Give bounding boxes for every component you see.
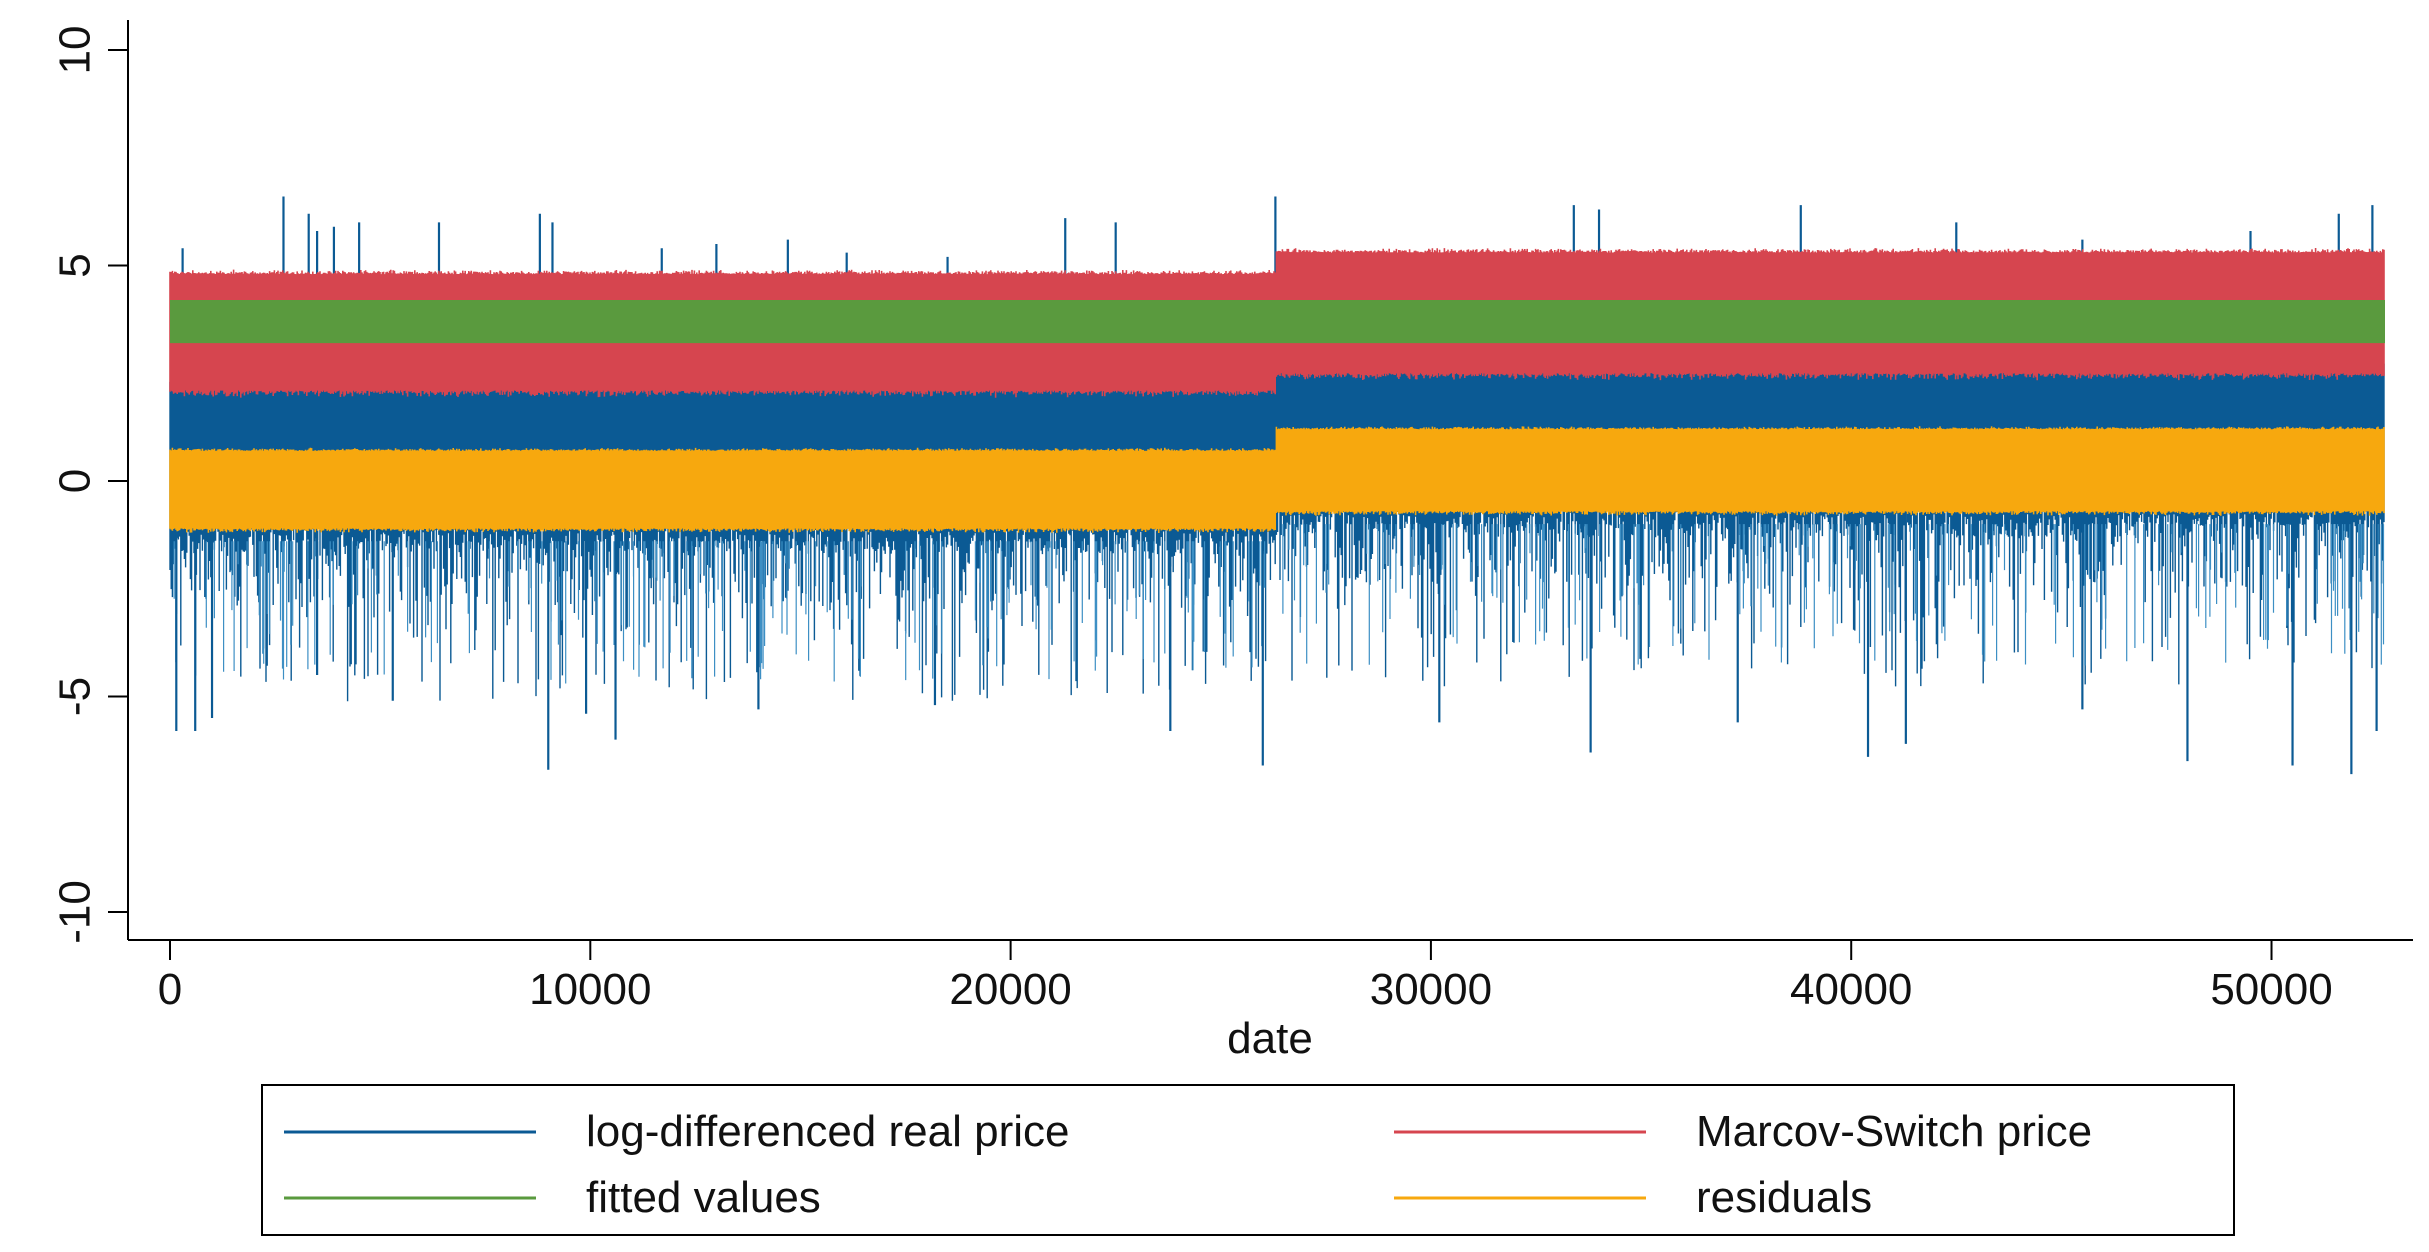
x-tick-label-2: 20000 xyxy=(949,965,1071,1014)
legend: log-differenced real price Marcov-Switch … xyxy=(261,1084,2235,1236)
legend-box xyxy=(261,1084,2235,1236)
x-tick-label-4: 40000 xyxy=(1790,965,1912,1014)
x-tick-label-5: 50000 xyxy=(2210,965,2332,1014)
series-residuals xyxy=(169,426,2385,533)
x-tick-label-3: 30000 xyxy=(1370,965,1492,1014)
y-tick-label-2: 0 xyxy=(51,469,100,493)
axes: -10 -5 0 5 10 0 10000 20000 30000 40000 50000 date xyxy=(51,20,2413,1063)
x-tick-label-1: 10000 xyxy=(529,965,651,1014)
x-axis-title: date xyxy=(1227,1014,1313,1063)
legend-label-2: fitted values xyxy=(586,1173,821,1222)
legend-label-0: log-differenced real price xyxy=(586,1107,1069,1156)
legend-label-3: residuals xyxy=(1696,1173,1872,1222)
y-tick-label-0: -10 xyxy=(51,880,100,944)
legend-label-1: Marcov-Switch price xyxy=(1696,1107,2092,1156)
y-tick-label-4: 10 xyxy=(51,26,100,75)
y-tick-label-1: -5 xyxy=(51,677,100,716)
x-tick-label-0: 0 xyxy=(158,965,182,1014)
plot-area xyxy=(169,196,2385,775)
series-fitted-values xyxy=(170,299,2385,344)
y-tick-label-3: 5 xyxy=(51,253,100,277)
series-log-differenced-real-price-accents xyxy=(173,524,2385,684)
